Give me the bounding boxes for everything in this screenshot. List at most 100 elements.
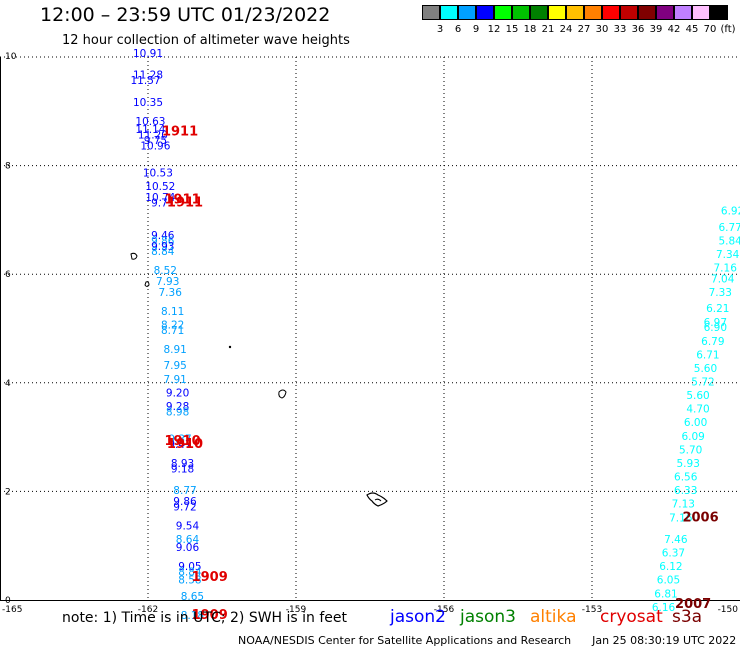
wave-height-label: 8.98 <box>166 406 189 418</box>
legend-label: 27 <box>577 24 591 35</box>
credit-text: NOAA/NESDIS Center for Satellite Applica… <box>238 634 572 647</box>
legend-swatch <box>440 5 458 20</box>
page-title: 12:00 – 23:59 UTC 01/23/2022 <box>40 4 331 26</box>
wave-height-label: 9.93 <box>151 241 174 253</box>
x-tick-label: -156 <box>434 605 455 615</box>
wave-height-label: 6.21 <box>706 303 729 315</box>
timestamp: Jan 25 08:30:19 UTC 2022 <box>592 634 737 647</box>
wave-height-label: 9.86 <box>173 496 197 508</box>
wave-height-label: 11.20 <box>138 129 168 141</box>
wave-height-label: 6.90 <box>704 322 727 334</box>
legend-label: 39 <box>649 24 663 35</box>
wave-height-label: 6.37 <box>662 548 685 560</box>
page-subtitle: 12 hour collection of altimeter wave hei… <box>62 33 350 48</box>
legend-swatch <box>638 5 656 20</box>
island-shape <box>130 252 138 260</box>
legend-label: 33 <box>613 24 627 35</box>
wave-height-label: 10.52 <box>145 181 175 193</box>
wave-height-label: 9.72 <box>173 501 196 513</box>
legend-swatch <box>656 5 674 20</box>
pass-id-label: 1910 <box>167 437 203 452</box>
island-shape <box>374 498 382 502</box>
wave-height-label: 7.04 <box>711 273 735 285</box>
wave-height-label: 7.16 <box>669 512 693 524</box>
wave-height-label: 5.60 <box>694 363 717 375</box>
wave-height-label: 7.33 <box>709 287 732 299</box>
wave-height-label: 8.71 <box>161 325 184 337</box>
y-tick-label: 10 <box>5 52 17 62</box>
island-shape <box>144 281 150 287</box>
wave-height-label: 9.54 <box>176 520 200 532</box>
wave-height-label: 7.95 <box>163 360 186 372</box>
mission-jason3: jason3 <box>460 607 516 627</box>
wave-height-label: 6.12 <box>659 561 682 573</box>
wave-height-label: 6.16 <box>652 602 676 614</box>
legend-label: 70 <box>703 24 717 35</box>
x-tick-label: -153 <box>582 605 602 615</box>
island-shape <box>228 345 232 349</box>
pass-id-label: 1909 <box>192 608 228 623</box>
wave-height-label: 8.52 <box>154 265 177 277</box>
wave-height-label: 7.34 <box>716 249 740 261</box>
wave-height-label: 10.74 <box>145 192 175 204</box>
wave-height-label: 9.47 <box>168 439 191 451</box>
wave-height-label: 6.79 <box>701 336 724 348</box>
legend-swatch <box>548 5 566 20</box>
y-tick-label: 4 <box>5 379 11 389</box>
wave-height-label: 8.22 <box>161 320 184 332</box>
legend-swatch <box>710 5 728 20</box>
wave-height-label: 6.92 <box>721 205 740 217</box>
wave-height-label: 7.16 <box>714 262 738 274</box>
x-tick-label: -150 <box>718 605 739 615</box>
legend-label: 36 <box>631 24 645 35</box>
pass-id-label: 1909 <box>192 570 228 585</box>
legend-label: 21 <box>541 24 555 35</box>
wave-height-label: 5.93 <box>677 458 700 470</box>
wave-height-label: 9.20 <box>166 387 189 399</box>
wave-height-label: 9.86 <box>151 235 175 247</box>
wave-height-label: 8.93 <box>171 458 194 470</box>
legend-label: 9 <box>472 24 480 35</box>
legend-label: 42 <box>667 24 681 35</box>
island-shape <box>366 492 388 507</box>
legend-swatch <box>620 5 638 20</box>
legend-swatch <box>692 5 710 20</box>
y-tick-label: 2 <box>5 487 11 497</box>
wave-height-label: 5.84 <box>718 235 740 247</box>
pass-id-label: 2007 <box>675 597 711 612</box>
wave-height-label: 5.72 <box>691 377 714 389</box>
pass-id-label: 1911 <box>162 125 198 140</box>
wave-height-label: 8.84 <box>178 567 202 579</box>
legend-label: 3 <box>436 24 444 35</box>
pass-id-label: 1910 <box>164 434 200 449</box>
wave-height-label: 8.91 <box>163 344 186 356</box>
wave-height-label: 8.77 <box>173 485 196 497</box>
mission-cryosat: cryosat <box>600 607 663 627</box>
mission-s3a: s3a <box>672 607 703 627</box>
wave-height-label: 7.36 <box>159 287 183 299</box>
wave-height-label: 9.06 <box>176 542 200 554</box>
wave-height-label: 5.60 <box>686 390 709 402</box>
wave-height-label: 9.37 <box>168 434 191 446</box>
wave-height-label: 6.09 <box>681 431 704 443</box>
mission-jason2: jason2 <box>390 607 446 627</box>
legend-swatch <box>530 5 548 20</box>
legend-label: 18 <box>523 24 537 35</box>
x-tick-label: -165 <box>2 605 22 615</box>
wave-height-label: 10.53 <box>143 167 173 179</box>
wave-height-label: 11.28 <box>133 70 163 82</box>
wave-height-label: 4.70 <box>686 404 709 416</box>
wave-height-label: 8.58 <box>178 575 201 587</box>
wave-height-label: 10.91 <box>133 48 163 60</box>
legend-swatch <box>602 5 620 20</box>
wave-height-label: 6.81 <box>654 588 677 600</box>
wave-height-label: 6.56 <box>674 472 698 484</box>
wave-height-label: 6.71 <box>696 349 719 361</box>
wave-height-label: 9.75 <box>144 135 167 147</box>
wave-height-label: 9.28 <box>166 401 189 413</box>
wave-height-label: 9.77 <box>151 197 174 209</box>
legend-label: 30 <box>595 24 609 35</box>
wave-height-label: 8.84 <box>151 246 175 258</box>
legend-label: (ft) <box>720 24 736 35</box>
